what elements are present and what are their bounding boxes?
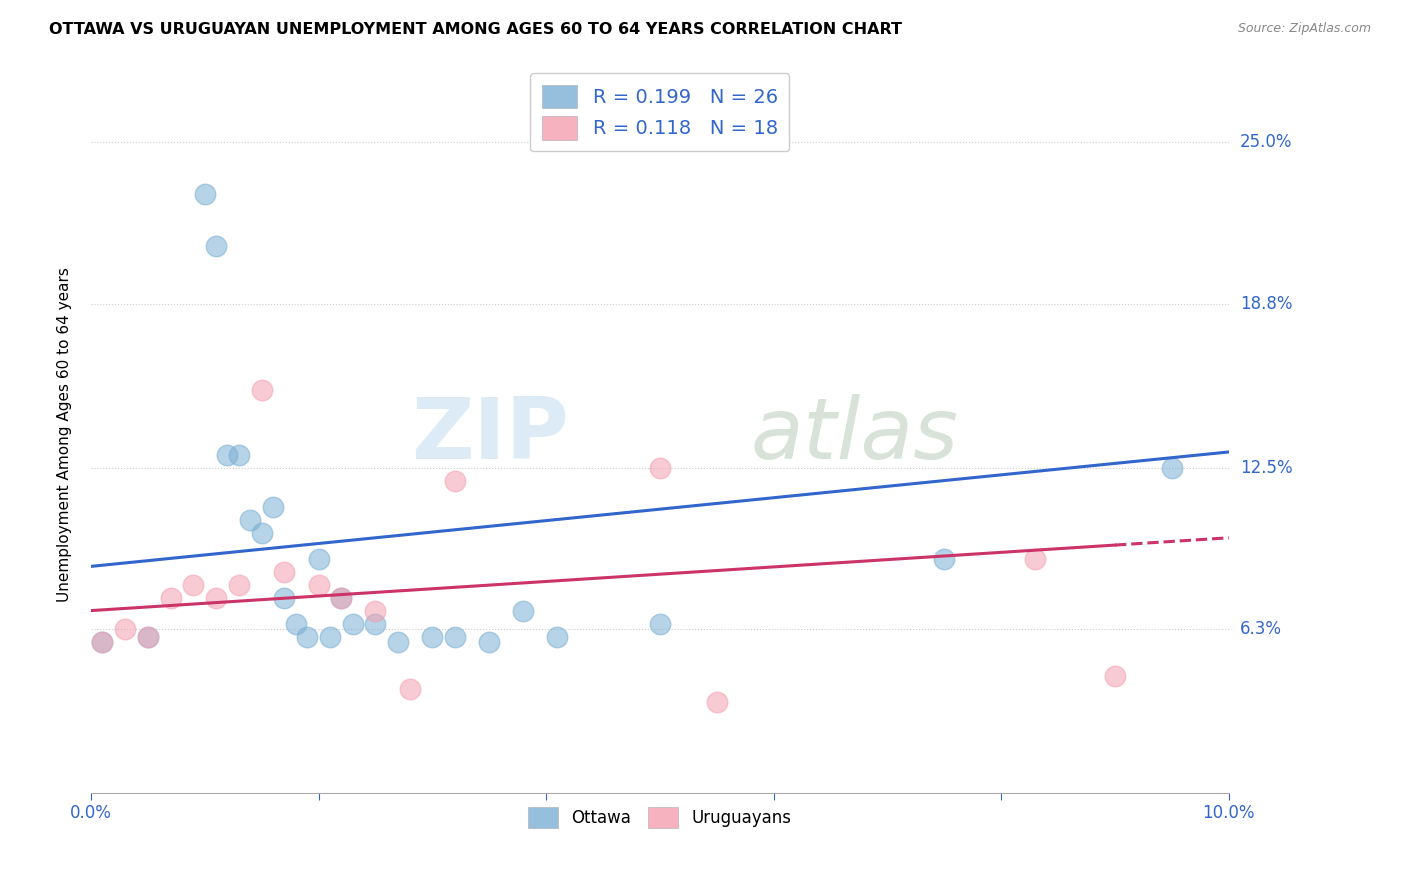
Point: [308, 577, 330, 591]
Point: [648, 460, 671, 475]
Text: 12.5%: 12.5%: [1240, 458, 1292, 476]
Point: [159, 591, 181, 605]
Text: Source: ZipAtlas.com: Source: ZipAtlas.com: [1237, 22, 1371, 36]
Point: [444, 474, 467, 488]
Point: [1104, 668, 1126, 682]
Point: [364, 604, 387, 618]
Point: [136, 630, 159, 644]
Point: [273, 591, 295, 605]
Point: [420, 630, 443, 644]
Point: [114, 622, 136, 636]
Point: [91, 635, 114, 649]
Point: [308, 551, 330, 566]
Point: [250, 383, 273, 397]
Point: [398, 681, 420, 696]
Text: 6.3%: 6.3%: [1240, 620, 1282, 638]
Point: [205, 591, 228, 605]
Point: [217, 448, 239, 462]
Point: [444, 630, 467, 644]
Point: [239, 512, 262, 526]
Point: [262, 500, 284, 514]
Point: [330, 591, 353, 605]
Point: [183, 577, 205, 591]
Point: [136, 630, 159, 644]
Point: [934, 551, 956, 566]
Text: OTTAWA VS URUGUAYAN UNEMPLOYMENT AMONG AGES 60 TO 64 YEARS CORRELATION CHART: OTTAWA VS URUGUAYAN UNEMPLOYMENT AMONG A…: [49, 22, 903, 37]
Point: [512, 604, 534, 618]
Point: [1024, 551, 1046, 566]
Point: [250, 525, 273, 540]
Point: [91, 635, 114, 649]
Point: [228, 448, 250, 462]
Point: [648, 616, 671, 631]
Text: 25.0%: 25.0%: [1240, 134, 1292, 152]
Point: [273, 565, 295, 579]
Point: [342, 616, 364, 631]
Point: [319, 630, 342, 644]
Point: [284, 616, 307, 631]
Point: [546, 630, 568, 644]
Point: [387, 635, 409, 649]
Text: ZIP: ZIP: [411, 393, 569, 476]
Point: [205, 239, 228, 253]
Point: [706, 695, 728, 709]
Point: [330, 591, 353, 605]
Point: [228, 577, 250, 591]
Point: [364, 616, 387, 631]
Point: [1161, 460, 1184, 475]
Point: [478, 635, 501, 649]
Point: [295, 630, 318, 644]
Y-axis label: Unemployment Among Ages 60 to 64 years: Unemployment Among Ages 60 to 64 years: [58, 268, 72, 602]
Text: 18.8%: 18.8%: [1240, 294, 1292, 313]
Point: [194, 187, 217, 202]
Legend: Ottawa, Uruguayans: Ottawa, Uruguayans: [522, 801, 799, 834]
Text: atlas: atlas: [751, 393, 959, 476]
